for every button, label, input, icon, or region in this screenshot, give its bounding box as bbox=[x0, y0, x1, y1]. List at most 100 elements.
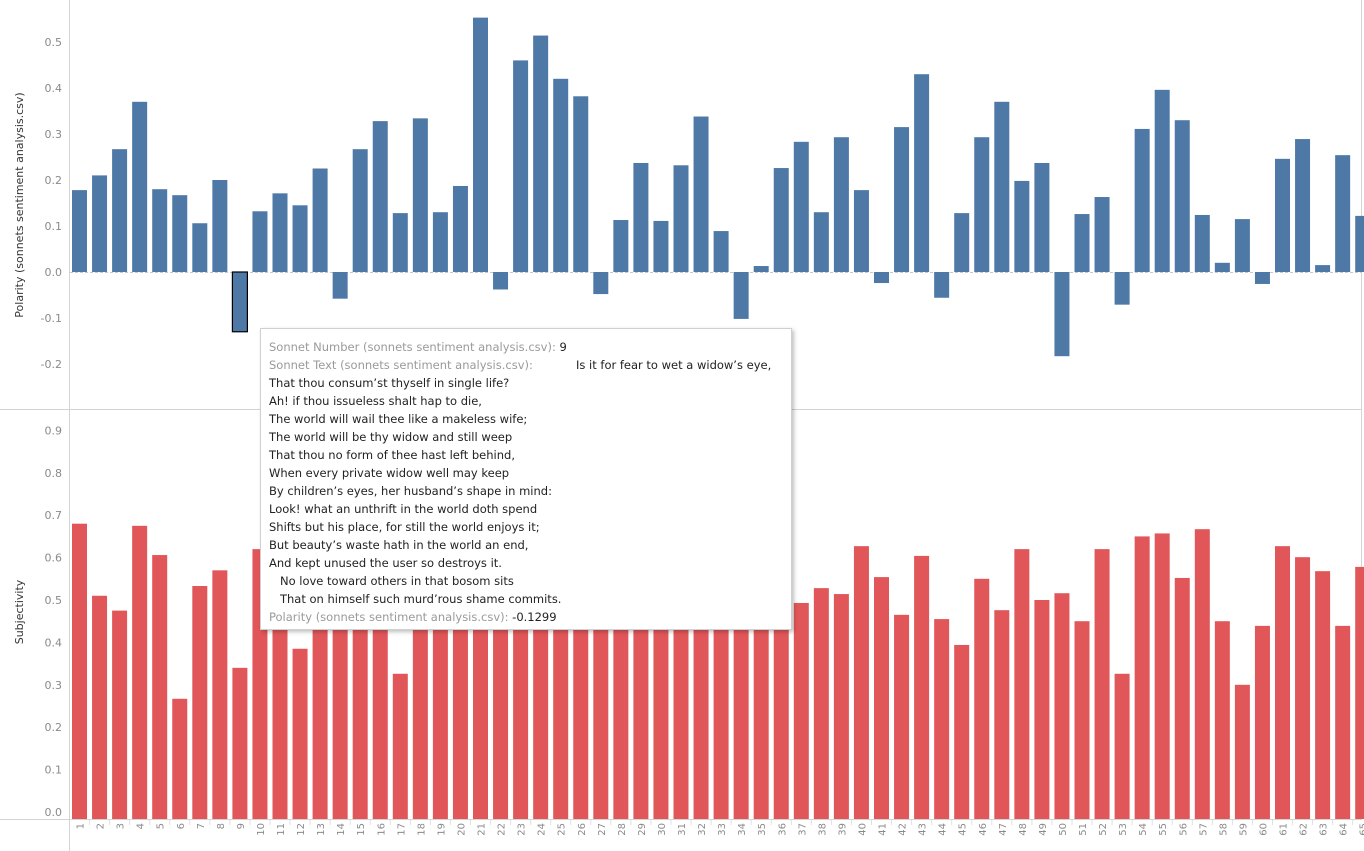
subjectivity-bar[interactable] bbox=[1275, 546, 1290, 819]
polarity-bar[interactable] bbox=[72, 190, 87, 272]
polarity-bar[interactable] bbox=[1134, 128, 1150, 272]
polarity-bar[interactable] bbox=[473, 17, 488, 273]
polarity-bar[interactable] bbox=[713, 231, 729, 272]
subjectivity-bar[interactable] bbox=[1234, 684, 1250, 819]
subjectivity-bar[interactable] bbox=[452, 578, 468, 819]
polarity-bar[interactable] bbox=[613, 220, 629, 272]
polarity-bar[interactable] bbox=[1295, 139, 1311, 272]
polarity-bar[interactable] bbox=[132, 101, 148, 272]
subjectivity-bar[interactable] bbox=[1134, 536, 1150, 819]
polarity-bar[interactable] bbox=[292, 205, 308, 272]
polarity-bar[interactable] bbox=[1194, 214, 1210, 272]
subjectivity-bar[interactable] bbox=[914, 555, 930, 819]
polarity-bar[interactable] bbox=[92, 175, 108, 272]
subjectivity-bar[interactable] bbox=[1194, 529, 1210, 819]
subjectivity-bar[interactable] bbox=[132, 525, 148, 819]
subjectivity-bar[interactable] bbox=[533, 578, 549, 819]
subjectivity-bar[interactable] bbox=[753, 578, 769, 819]
subjectivity-bar[interactable] bbox=[593, 578, 609, 819]
subjectivity-bar[interactable] bbox=[653, 578, 669, 819]
polarity-bar[interactable] bbox=[1254, 272, 1270, 284]
subjectivity-bar[interactable] bbox=[432, 578, 448, 819]
subjectivity-bar[interactable] bbox=[1254, 625, 1270, 819]
subjectivity-bar[interactable] bbox=[573, 578, 589, 819]
polarity-bar[interactable] bbox=[493, 272, 509, 290]
subjectivity-bar[interactable] bbox=[553, 578, 569, 819]
subjectivity-bar[interactable] bbox=[613, 578, 629, 819]
polarity-bar[interactable] bbox=[633, 162, 649, 272]
subjectivity-bar[interactable] bbox=[1295, 557, 1311, 819]
subjectivity-bar[interactable] bbox=[1355, 566, 1364, 819]
subjectivity-bar[interactable] bbox=[172, 698, 188, 819]
polarity-bar-selected[interactable] bbox=[231, 271, 248, 333]
polarity-bar[interactable] bbox=[252, 211, 268, 272]
polarity-bar[interactable] bbox=[914, 74, 930, 272]
subjectivity-bar[interactable] bbox=[473, 578, 488, 819]
polarity-bar[interactable] bbox=[874, 272, 889, 284]
polarity-bar[interactable] bbox=[1054, 272, 1070, 357]
subjectivity-bar[interactable] bbox=[733, 578, 749, 819]
subjectivity-bar[interactable] bbox=[332, 600, 348, 819]
subjectivity-bar[interactable] bbox=[934, 619, 950, 819]
subjectivity-bar[interactable] bbox=[1094, 549, 1110, 819]
subjectivity-bar[interactable] bbox=[1114, 673, 1130, 819]
subjectivity-bar[interactable] bbox=[493, 578, 509, 819]
subjectivity-bar[interactable] bbox=[392, 673, 408, 819]
polarity-bar[interactable] bbox=[332, 272, 348, 299]
polarity-bar[interactable] bbox=[773, 168, 789, 272]
subjectivity-bar[interactable] bbox=[1214, 621, 1230, 819]
polarity-bar[interactable] bbox=[1234, 219, 1250, 272]
subjectivity-bar[interactable] bbox=[673, 578, 689, 819]
polarity-bar[interactable] bbox=[1154, 89, 1170, 272]
polarity-bar[interactable] bbox=[1094, 197, 1110, 272]
polarity-bar[interactable] bbox=[994, 101, 1010, 272]
subjectivity-bar[interactable] bbox=[292, 648, 308, 819]
polarity-bar[interactable] bbox=[653, 220, 669, 272]
subjectivity-bar[interactable] bbox=[272, 578, 288, 819]
polarity-bar[interactable] bbox=[513, 60, 529, 273]
polarity-bar[interactable] bbox=[894, 127, 910, 272]
polarity-bar[interactable] bbox=[533, 35, 549, 273]
polarity-bar[interactable] bbox=[1034, 162, 1050, 272]
subjectivity-bar[interactable] bbox=[312, 591, 328, 819]
subjectivity-bar[interactable] bbox=[793, 602, 809, 819]
polarity-bar[interactable] bbox=[1074, 214, 1090, 272]
subjectivity-bar[interactable] bbox=[92, 595, 108, 819]
polarity-bar[interactable] bbox=[793, 141, 809, 272]
polarity-bar[interactable] bbox=[172, 195, 188, 272]
polarity-bar[interactable] bbox=[1014, 180, 1030, 272]
subjectivity-bar[interactable] bbox=[853, 546, 869, 819]
polarity-bar[interactable] bbox=[352, 149, 368, 272]
polarity-bar[interactable] bbox=[833, 137, 849, 272]
polarity-bar[interactable] bbox=[112, 149, 128, 272]
polarity-bar[interactable] bbox=[152, 189, 168, 272]
polarity-bar[interactable] bbox=[452, 185, 468, 272]
polarity-bar[interactable] bbox=[934, 272, 950, 298]
polarity-bar[interactable] bbox=[673, 165, 689, 272]
subjectivity-bar[interactable] bbox=[874, 577, 889, 819]
polarity-bar[interactable] bbox=[392, 213, 408, 272]
subjectivity-bar[interactable] bbox=[1315, 571, 1331, 819]
subjectivity-bar[interactable] bbox=[633, 578, 649, 819]
subjectivity-bar[interactable] bbox=[212, 570, 228, 819]
subjectivity-bar[interactable] bbox=[894, 614, 910, 819]
polarity-bar[interactable] bbox=[1355, 215, 1364, 272]
polarity-bar[interactable] bbox=[1174, 120, 1190, 272]
polarity-bar[interactable] bbox=[412, 118, 428, 272]
subjectivity-bar[interactable] bbox=[352, 578, 368, 819]
subjectivity-bar[interactable] bbox=[773, 578, 789, 819]
subjectivity-bar[interactable] bbox=[72, 523, 87, 819]
subjectivity-bar[interactable] bbox=[833, 594, 849, 819]
polarity-bar[interactable] bbox=[212, 180, 228, 272]
subjectivity-bar[interactable] bbox=[693, 578, 709, 819]
polarity-bar[interactable] bbox=[593, 272, 609, 295]
polarity-bar[interactable] bbox=[753, 266, 769, 272]
subjectivity-bar[interactable] bbox=[1154, 533, 1170, 819]
subjectivity-bar[interactable] bbox=[994, 610, 1010, 819]
polarity-bar[interactable] bbox=[954, 213, 970, 272]
polarity-bar[interactable] bbox=[372, 121, 388, 273]
subjectivity-bar[interactable] bbox=[152, 555, 168, 819]
subjectivity-bar[interactable] bbox=[974, 578, 990, 819]
subjectivity-bar[interactable] bbox=[1074, 621, 1090, 819]
polarity-bar[interactable] bbox=[312, 168, 328, 273]
